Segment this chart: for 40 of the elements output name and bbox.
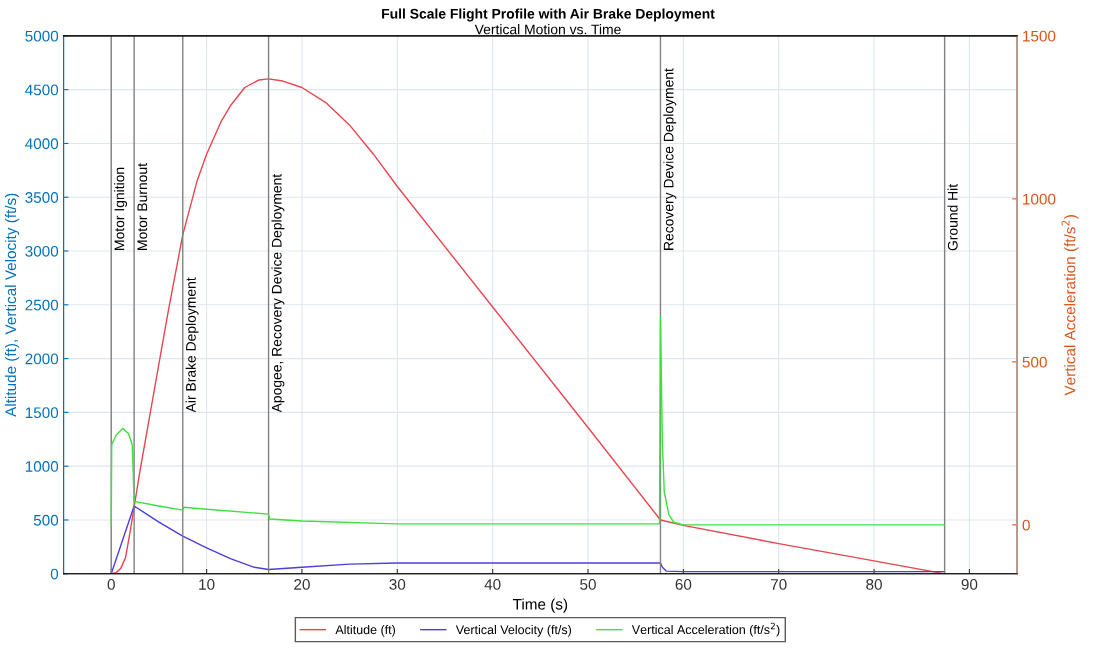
line-series [110,505,946,574]
legend-label: Vertical Acceleration (ft/s$^{2}$) [631,622,780,637]
y-tick-label: 500 [33,514,59,526]
x-tick-label: 20 [294,579,310,590]
y-tick-label: 1500 [25,407,59,419]
legend-label: Vertical Velocity (ft/s) [455,624,572,637]
x-axis-title: Time (s) [512,598,568,613]
x-tick-label: 50 [580,579,596,590]
y-tick-label: 3500 [25,192,59,203]
x-tick-label: 40 [484,579,501,590]
ref-line-label: Ground Hit [947,183,958,251]
y-tick-label: 0 [50,568,59,580]
ref-line-label: Motor Burnout [137,163,148,250]
y-tick-label: 2500 [25,299,59,311]
chart-title: Full Scale Flight Profile with Air Brake Deployment [382,8,715,22]
ref-line-label: Recovery Device Deployment [663,68,677,250]
x-tick-label: 60 [675,579,692,590]
ref-line-label: Apogee, Recovery Device Deployment [271,173,285,413]
y2-tick-label: 1000 [1023,193,1056,205]
x-tick-label: 0 [107,579,115,590]
x-tick-label: 30 [389,579,406,590]
chart-subtitle: Vertical Motion vs. Time [474,24,621,35]
ref-line-label: Motor Ignition [114,167,128,250]
y-tick-label: 5000 [25,30,59,42]
y-tick-label: 4000 [25,138,59,150]
x-tick-label: 10 [199,579,215,590]
y2-tick-label: 1500 [1023,30,1056,42]
x-tick-label: 80 [866,579,882,590]
y2-tick-label: 0 [1022,519,1030,531]
y-tick-label: 2000 [25,353,59,365]
y-tick-label: 1000 [25,461,59,472]
x-tick-label: 70 [771,579,787,590]
ref-line-label: Air Brake Deployment [185,277,199,413]
legend-label: Altitude (ft) [335,624,396,637]
y-axis-title: Altitude (ft), Vertical Velocity (ft/s) [4,193,20,417]
y2-tick-label: 500 [1022,356,1047,368]
y2-axis-title: Vertical Acceleration (ft/s$^{2}$) [1061,215,1079,396]
x-tick-label: 90 [961,579,978,590]
y-tick-label: 3000 [25,245,59,257]
y-tick-label: 4500 [25,84,59,96]
